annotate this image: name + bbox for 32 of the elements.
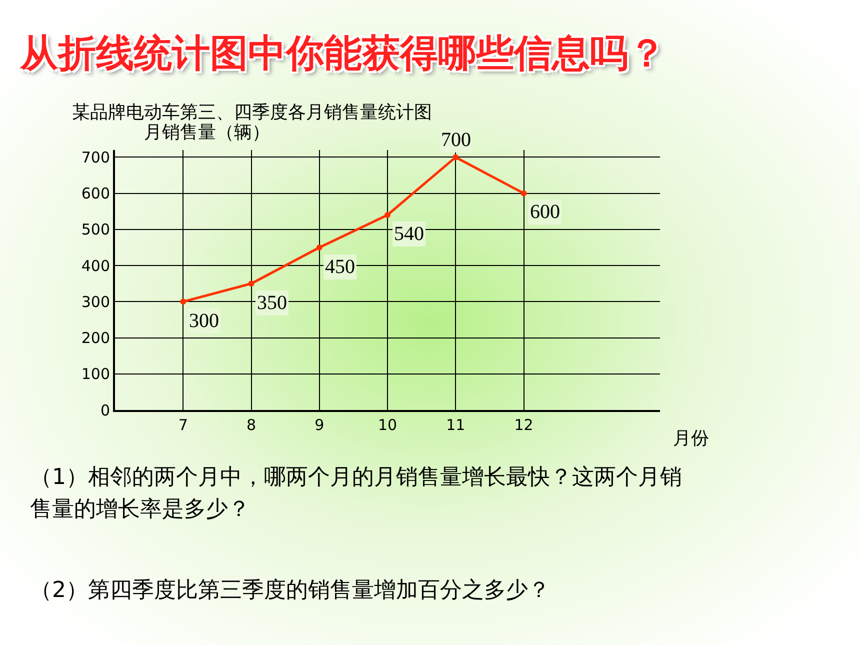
x-tick-label: 10 xyxy=(378,416,398,434)
point xyxy=(384,212,390,218)
x-tick-label: 7 xyxy=(178,416,188,434)
y-tick-label: 700 xyxy=(81,148,110,166)
data-label: 700 xyxy=(441,129,471,151)
data-label: 350 xyxy=(257,292,287,314)
y-tick-label: 300 xyxy=(81,292,110,311)
text: （1）相邻的两个月中，哪两个月的月销售量增长最快？这两个月销售量的增长率是多少？ xyxy=(30,464,683,524)
text: （2）第四季度比第三季度的销售量增加百分之多少？ xyxy=(30,577,551,605)
y-tick-label: 500 xyxy=(81,220,110,239)
x-tick-label: 9 xyxy=(314,416,324,434)
data-label: 300 xyxy=(189,310,219,332)
y-tick-label: 600 xyxy=(81,184,110,203)
data-label: 540 xyxy=(394,223,424,245)
chart-title: 从折线统计图中你能获得哪些信息吗？ xyxy=(20,30,667,77)
x-tick-label: 11 xyxy=(446,416,466,434)
y-axis-title: 月销售量（辆） xyxy=(144,122,270,143)
point xyxy=(316,244,322,250)
y-tick-label: 0 xyxy=(100,401,110,420)
y-tick-label: 400 xyxy=(81,256,110,275)
point xyxy=(248,280,254,287)
chart-subtitle: 某品牌电动车第三、四季度各月销售量统计图 xyxy=(72,101,432,124)
x-axis-title: 月份 xyxy=(673,428,709,449)
point xyxy=(180,298,186,305)
point xyxy=(452,154,459,160)
point xyxy=(520,190,527,196)
y-tick-label: 200 xyxy=(81,329,110,348)
x-tick-label: 12 xyxy=(514,416,534,434)
data-label: 600 xyxy=(530,201,560,223)
y-tick-label: 100 xyxy=(81,365,110,384)
data-label: 450 xyxy=(325,256,355,278)
x-tick-label: 8 xyxy=(246,416,256,434)
